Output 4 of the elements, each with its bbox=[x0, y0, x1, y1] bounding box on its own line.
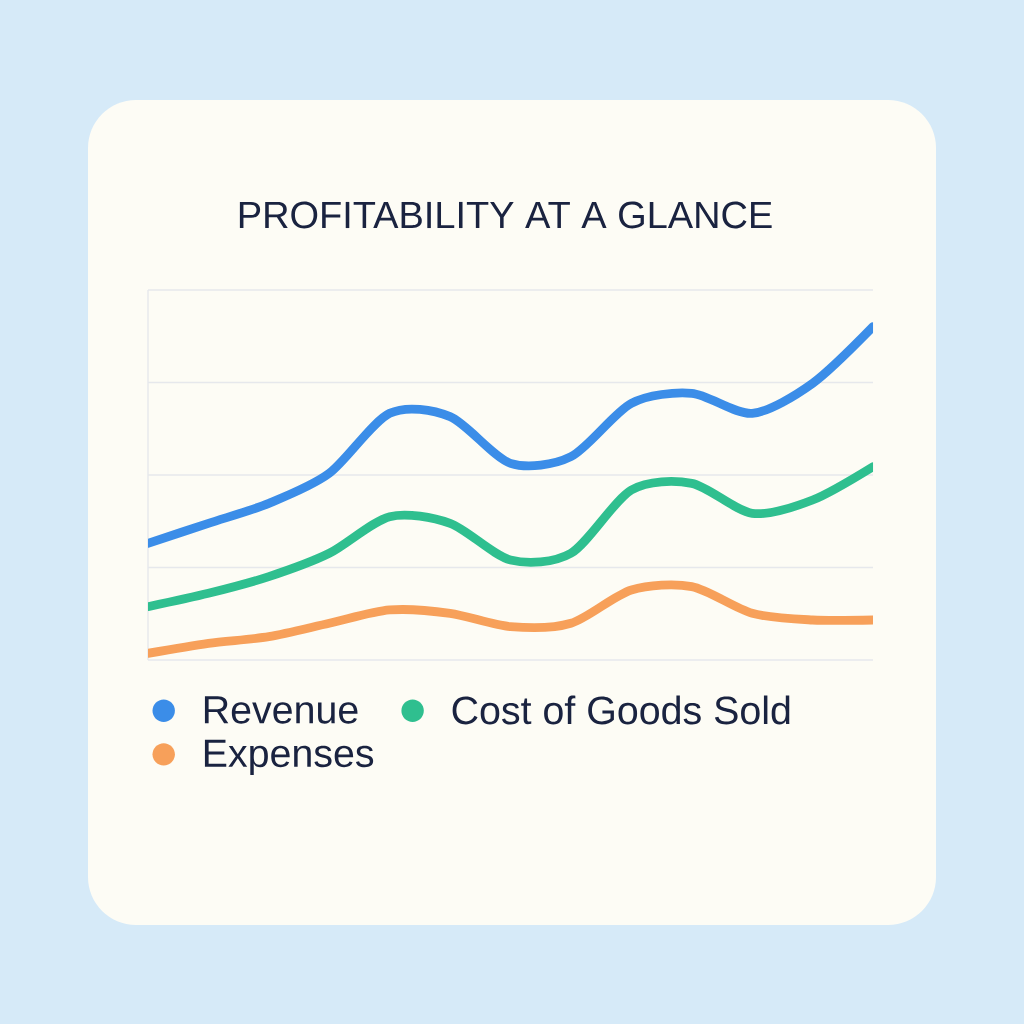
legend-label: Revenue bbox=[204, 696, 358, 724]
legend-label: Expenses bbox=[204, 739, 374, 775]
chart-title: PROFITABILITY AT A GLANCE bbox=[239, 201, 772, 229]
legend-label: Cost of Goods Sold bbox=[452, 695, 790, 725]
